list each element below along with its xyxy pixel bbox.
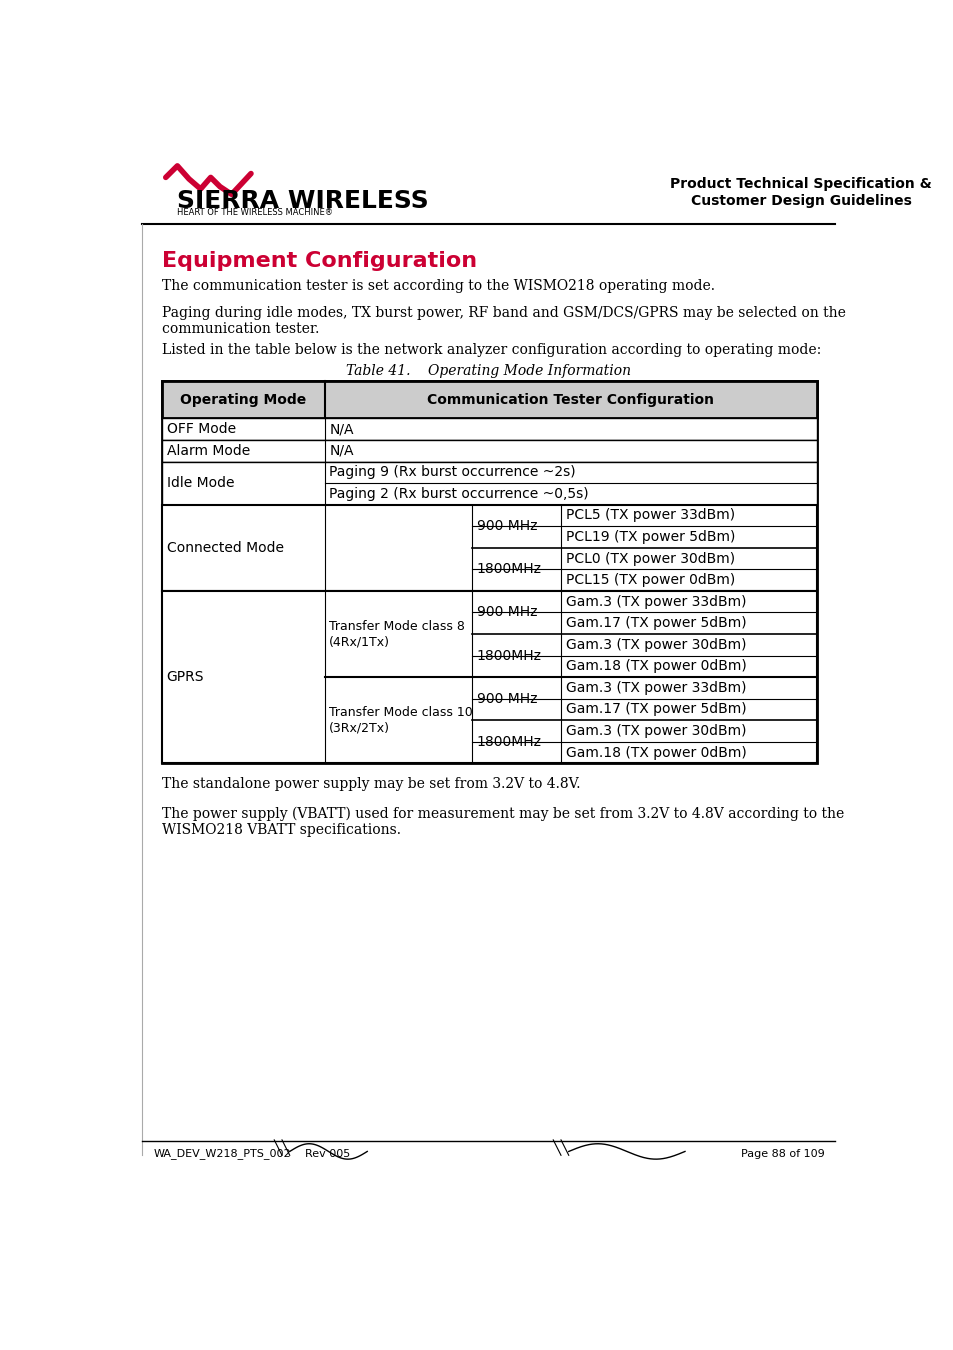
Text: 900 MHz: 900 MHz (476, 520, 537, 533)
Text: The power supply (VBATT) used for measurement may be set from 3.2V to 4.8V accor: The power supply (VBATT) used for measur… (162, 806, 843, 837)
Text: HEART OF THE WIRELESS MACHINE®: HEART OF THE WIRELESS MACHINE® (177, 208, 333, 217)
Text: Gam.17 (TX power 5dBm): Gam.17 (TX power 5dBm) (565, 702, 745, 717)
Text: Page 88 of 109: Page 88 of 109 (740, 1149, 823, 1158)
Text: WA_DEV_W218_PTS_002: WA_DEV_W218_PTS_002 (154, 1149, 292, 1160)
Text: OFF Mode: OFF Mode (167, 423, 235, 436)
Text: Connected Mode: Connected Mode (167, 541, 283, 555)
Text: Idle Mode: Idle Mode (167, 477, 233, 490)
Text: Operating Mode: Operating Mode (180, 393, 306, 406)
Text: 1800MHz: 1800MHz (476, 648, 541, 663)
Text: Equipment Configuration: Equipment Configuration (162, 251, 476, 270)
Text: PCL15 (TX power 0dBm): PCL15 (TX power 0dBm) (565, 574, 734, 587)
Text: Table 41.    Operating Mode Information: Table 41. Operating Mode Information (346, 363, 631, 378)
Text: Paging 9 (Rx burst occurrence ~2s): Paging 9 (Rx burst occurrence ~2s) (329, 466, 576, 479)
Bar (162, 382, 816, 418)
Text: Transfer Mode class 8
(4Rx/1Tx): Transfer Mode class 8 (4Rx/1Tx) (329, 620, 465, 648)
Bar (162, 418, 816, 440)
Text: The standalone power supply may be set from 3.2V to 4.8V.: The standalone power supply may be set f… (162, 778, 579, 791)
Bar (162, 591, 816, 763)
Text: GPRS: GPRS (167, 670, 204, 684)
Text: The communication tester is set according to the WISMO218 operating mode.: The communication tester is set accordin… (162, 279, 714, 293)
Text: Gam.3 (TX power 33dBm): Gam.3 (TX power 33dBm) (565, 594, 745, 609)
Text: Gam.3 (TX power 33dBm): Gam.3 (TX power 33dBm) (565, 680, 745, 695)
Text: PCL19 (TX power 5dBm): PCL19 (TX power 5dBm) (565, 531, 734, 544)
Text: Listed in the table below is the network analyzer configuration according to ope: Listed in the table below is the network… (162, 343, 821, 356)
Bar (162, 382, 816, 763)
Text: Gam.18 (TX power 0dBm): Gam.18 (TX power 0dBm) (565, 659, 745, 674)
Text: SIERRA WIRELESS: SIERRA WIRELESS (177, 189, 429, 213)
Text: Paging during idle modes, TX burst power, RF band and GSM/DCS/GPRS may be select: Paging during idle modes, TX burst power… (162, 306, 845, 336)
Text: Rev 005: Rev 005 (305, 1149, 350, 1158)
Text: N/A: N/A (329, 444, 354, 458)
Bar (162, 440, 816, 462)
Bar (162, 462, 816, 505)
Text: Gam.3 (TX power 30dBm): Gam.3 (TX power 30dBm) (565, 724, 745, 738)
Text: 1800MHz: 1800MHz (476, 563, 541, 576)
Text: 1800MHz: 1800MHz (476, 734, 541, 749)
Text: Product Technical Specification &
Customer Design Guidelines: Product Technical Specification & Custom… (670, 177, 931, 208)
Text: 900 MHz: 900 MHz (476, 605, 537, 620)
Text: 900 MHz: 900 MHz (476, 691, 537, 706)
Text: Gam.17 (TX power 5dBm): Gam.17 (TX power 5dBm) (565, 616, 745, 630)
Text: PCL0 (TX power 30dBm): PCL0 (TX power 30dBm) (565, 552, 734, 566)
Text: Gam.18 (TX power 0dBm): Gam.18 (TX power 0dBm) (565, 745, 745, 760)
Text: Transfer Mode class 10
(3Rx/2Tx): Transfer Mode class 10 (3Rx/2Tx) (329, 706, 473, 734)
Text: N/A: N/A (329, 423, 354, 436)
Text: Paging 2 (Rx burst occurrence ~0,5s): Paging 2 (Rx burst occurrence ~0,5s) (329, 487, 588, 501)
Text: PCL5 (TX power 33dBm): PCL5 (TX power 33dBm) (565, 509, 734, 522)
Bar (162, 505, 816, 591)
Text: Alarm Mode: Alarm Mode (167, 444, 250, 458)
Text: Gam.3 (TX power 30dBm): Gam.3 (TX power 30dBm) (565, 637, 745, 652)
Text: Communication Tester Configuration: Communication Tester Configuration (427, 393, 714, 406)
